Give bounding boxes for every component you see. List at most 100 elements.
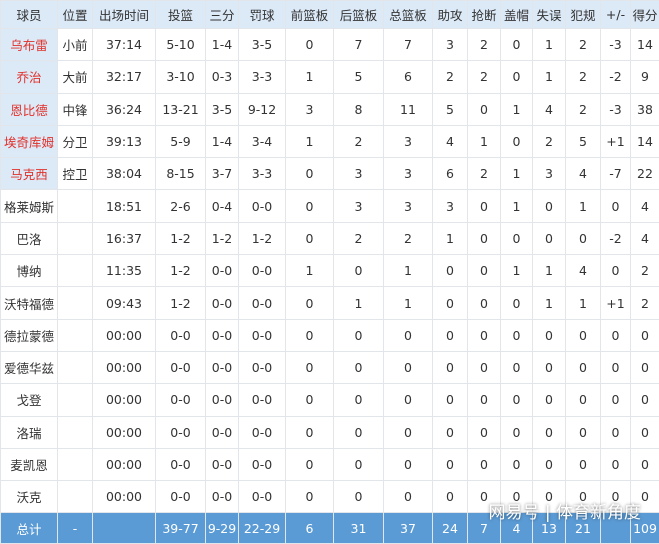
stat-cell: 大前 xyxy=(58,61,93,93)
stat-cell: 1 xyxy=(501,255,533,287)
stat-cell xyxy=(58,222,93,254)
stat-cell: 0 xyxy=(631,448,659,480)
stat-cell: 09:43 xyxy=(93,287,156,319)
stat-cell: 0 xyxy=(286,190,334,222)
stat-cell: 3 xyxy=(286,93,334,125)
stat-cell: 7 xyxy=(334,29,384,61)
stat-cell: 0 xyxy=(468,190,501,222)
player-name: 爱德华兹 xyxy=(1,351,58,383)
player-name: 麦凯恩 xyxy=(1,448,58,480)
stat-cell: 0 xyxy=(631,351,659,383)
player-name: 埃奇库姆 xyxy=(1,125,58,157)
stat-cell: 0-0 xyxy=(239,287,286,319)
stat-cell: 0 xyxy=(601,351,631,383)
stat-cell: 0 xyxy=(384,416,433,448)
stat-cell: 0-0 xyxy=(239,255,286,287)
stat-cell: 0 xyxy=(286,416,334,448)
stat-cell: 3 xyxy=(384,190,433,222)
stat-cell: 0 xyxy=(286,481,334,513)
stat-cell: 39:13 xyxy=(93,125,156,157)
stat-cell: 0 xyxy=(433,351,468,383)
stat-cell: 1 xyxy=(533,29,566,61)
stat-cell: 0-0 xyxy=(206,384,239,416)
column-header: 抢断 xyxy=(468,1,501,29)
stat-cell: 0-0 xyxy=(156,384,206,416)
stat-cell: 11:35 xyxy=(93,255,156,287)
stat-cell: 0 xyxy=(631,416,659,448)
stat-cell: 5 xyxy=(433,93,468,125)
stat-cell: 1 xyxy=(433,222,468,254)
stat-cell: 0-0 xyxy=(156,481,206,513)
stat-cell: 0 xyxy=(601,448,631,480)
stat-cell: 0 xyxy=(501,319,533,351)
player-name: 戈登 xyxy=(1,384,58,416)
stat-cell: 0 xyxy=(501,287,533,319)
stat-cell: 1 xyxy=(501,158,533,190)
stat-cell: 4 xyxy=(566,158,601,190)
stat-cell: 3 xyxy=(433,29,468,61)
stat-cell: 0 xyxy=(566,416,601,448)
column-header: 投篮 xyxy=(156,1,206,29)
player-name: 沃克 xyxy=(1,481,58,513)
stat-cell: 0-0 xyxy=(239,416,286,448)
stat-cell: 2 xyxy=(468,29,501,61)
stat-cell: 0 xyxy=(286,351,334,383)
stat-cell: 9-12 xyxy=(239,93,286,125)
column-header: 出场时间 xyxy=(93,1,156,29)
player-name: 沃特福德 xyxy=(1,287,58,319)
stat-cell: 2 xyxy=(566,61,601,93)
stat-cell: 1-4 xyxy=(206,29,239,61)
stat-cell: 9 xyxy=(631,61,659,93)
column-header: 总篮板 xyxy=(384,1,433,29)
stat-cell: 2 xyxy=(468,158,501,190)
stat-cell: 13-21 xyxy=(156,93,206,125)
total-cell: 39-77 xyxy=(156,513,206,544)
stat-cell: 0 xyxy=(533,222,566,254)
total-cell: 6 xyxy=(286,513,334,544)
stat-cell: 0 xyxy=(286,29,334,61)
stat-cell: 5 xyxy=(334,61,384,93)
stat-cell: 0 xyxy=(501,351,533,383)
stat-cell: 0 xyxy=(384,319,433,351)
player-name: 德拉蒙德 xyxy=(1,319,58,351)
stat-cell: 1 xyxy=(533,287,566,319)
stat-cell: 0 xyxy=(433,384,468,416)
stat-cell: 分卫 xyxy=(58,125,93,157)
stat-cell: 0-0 xyxy=(206,416,239,448)
stat-cell: 0-0 xyxy=(239,351,286,383)
stat-cell: 2 xyxy=(631,287,659,319)
stat-cell: 0-0 xyxy=(156,416,206,448)
stat-cell: 0 xyxy=(468,287,501,319)
stat-cell: 3 xyxy=(533,158,566,190)
stat-cell: 0 xyxy=(468,319,501,351)
stat-cell: 32:17 xyxy=(93,61,156,93)
stat-cell: 0-0 xyxy=(156,351,206,383)
header-row: 球员位置出场时间投篮三分罚球前篮板后篮板总篮板助攻抢断盖帽失误犯规+/-得分 xyxy=(1,1,659,29)
page: {"table": { "header": ["球员","位置","出场时间",… xyxy=(0,0,659,533)
stat-cell: 2 xyxy=(533,125,566,157)
stat-cell: 0-0 xyxy=(206,351,239,383)
stat-cell: 0-0 xyxy=(206,287,239,319)
stat-cell: 0 xyxy=(566,384,601,416)
stat-cell: 0 xyxy=(286,384,334,416)
stat-cell: 3-5 xyxy=(206,93,239,125)
stat-cell: 0 xyxy=(468,448,501,480)
stat-cell: 3-5 xyxy=(239,29,286,61)
stat-cell: 0 xyxy=(501,384,533,416)
stat-cell: 0-0 xyxy=(239,481,286,513)
total-cell: 37 xyxy=(384,513,433,544)
stat-cell: 0 xyxy=(601,319,631,351)
stat-cell xyxy=(58,255,93,287)
player-name: 格莱姆斯 xyxy=(1,190,58,222)
column-header: 球员 xyxy=(1,1,58,29)
stat-cell: 0-0 xyxy=(206,319,239,351)
stat-cell xyxy=(58,351,93,383)
stat-cell: 37:14 xyxy=(93,29,156,61)
